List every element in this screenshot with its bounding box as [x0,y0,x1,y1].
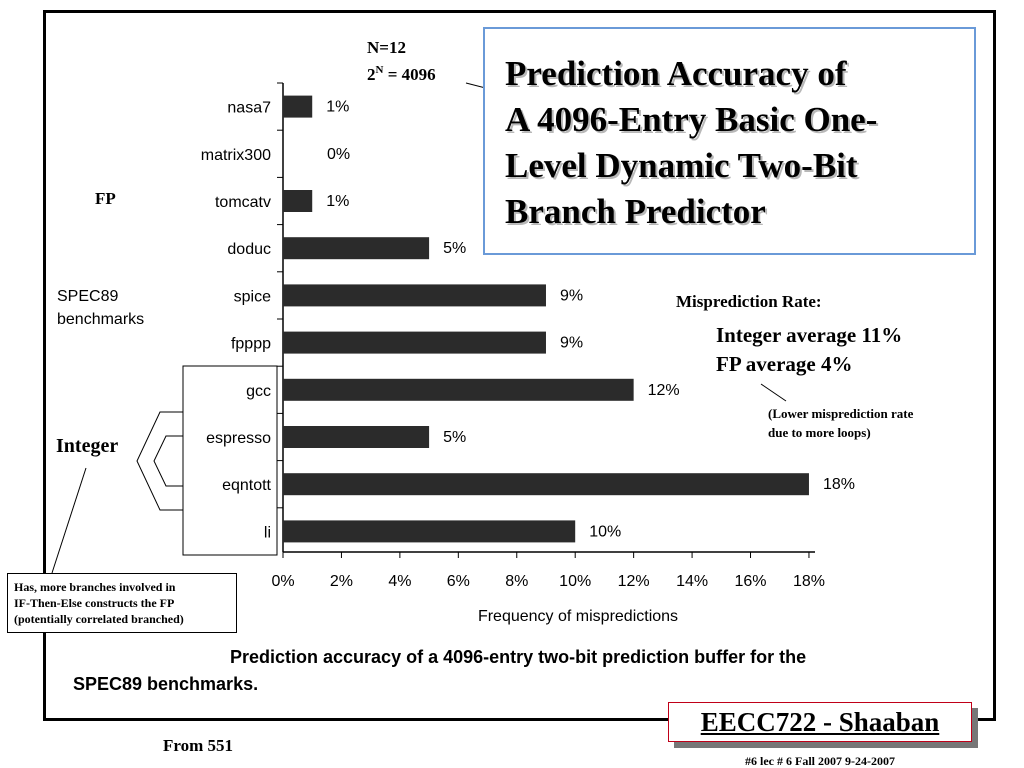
category-label-espresso: espresso [206,430,271,447]
misprediction-rate-title: Misprediction Rate: [676,292,822,311]
bar-gcc [283,378,634,401]
course-title: EECC722 - Shaaban [700,707,940,737]
bar-spice [283,284,546,307]
value-label-matrix300: 0% [327,146,350,163]
bar-tomcatv [283,190,313,212]
x-tick-label: 8% [505,573,528,590]
x-tick-label: 14% [676,573,708,590]
integer-average-text: Integer average 11% [716,323,902,347]
bar-li [283,520,576,543]
fp-group-label: FP [95,189,116,208]
x-tick-label: 0% [271,573,294,590]
value-label-li: 10% [589,523,621,540]
bar-espresso [283,426,430,448]
fp-average-text: FP average 4% [716,352,852,376]
value-label-doduc: 5% [443,240,466,257]
category-label-gcc: gcc [246,383,271,400]
x-tick-label: 10% [559,573,591,590]
lecture-info: #6 lec # 6 Fall 2007 9-24-2007 [745,754,895,768]
bar-nasa7 [283,95,313,118]
lower-rate-pointer-line [760,383,787,402]
spec89-label-line1: SPEC89 [57,288,118,305]
integer-bracket-box [182,365,278,556]
title-line-2: A 4096-Entry Basic One- [505,100,878,139]
category-label-tomcatv: tomcatv [215,194,271,211]
category-label-matrix300: matrix300 [201,147,271,164]
figure-caption-line2: SPEC89 benchmarks. [73,674,258,694]
figure-caption-line1: Prediction accuracy of a 4096-entry two-… [230,647,806,667]
bar-fpppp [283,331,546,354]
value-label-nasa7: 1% [326,99,349,116]
slide-title: Prediction Accuracy of A 4096-Entry Basi… [505,51,964,235]
bar-eqntott [283,473,809,496]
x-axis-label: Frequency of mispredictions [478,608,678,625]
integer-callout-box: Has, more branches involved in IF-Then-E… [7,573,237,633]
x-tick-label: 16% [735,573,767,590]
lower-rate-note-line2: due to more loops) [768,425,871,440]
from-reference: From 551 [163,736,233,755]
integer-group-label: Integer [56,435,118,457]
value-label-spice: 9% [560,287,583,304]
spec89-label-line2: benchmarks [57,311,144,328]
title-line-3: Level Dynamic Two-Bit [505,146,858,185]
title-line-1: Prediction Accuracy of [505,54,847,93]
x-tick-label: 12% [618,573,650,590]
category-label-eqntott: eqntott [222,477,271,494]
x-tick-label: 4% [388,573,411,590]
x-tick-label: 6% [447,573,470,590]
value-label-gcc: 12% [648,382,680,399]
course-footer-box: EECC722 - Shaaban [668,702,972,742]
callout-line-2: IF-Then-Else constructs the FP [14,596,175,610]
category-label-doduc: doduc [227,241,271,258]
value-label-eqntott: 18% [823,476,855,493]
x-tick-label: 18% [793,573,825,590]
bar-doduc [283,237,430,260]
category-label-nasa7: nasa7 [227,100,271,117]
value-label-fpppp: 9% [560,335,583,352]
integer-arrow [136,411,184,511]
title-line-4: Branch Predictor [505,192,766,231]
category-label-spice: spice [234,288,271,305]
x-tick-label: 2% [330,573,353,590]
category-label-li: li [264,524,271,541]
category-label-fpppp: fpppp [231,336,271,353]
title-box: Prediction Accuracy of A 4096-Entry Basi… [483,27,976,255]
two-power-n-label: 2N = 4096 [367,64,436,84]
callout-pointer-line [51,467,87,574]
value-label-tomcatv: 1% [326,193,349,210]
callout-line-3: (potentially correlated branched) [14,612,184,626]
value-label-espresso: 5% [443,429,466,446]
n-equals-label: N=12 [367,38,406,57]
lower-rate-note-line1: (Lower misprediction rate [768,406,914,421]
callout-line-1: Has, more branches involved in [14,580,176,594]
